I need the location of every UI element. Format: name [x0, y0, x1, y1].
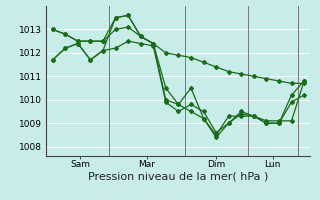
X-axis label: Pression niveau de la mer( hPa ): Pression niveau de la mer( hPa ) [88, 172, 268, 182]
